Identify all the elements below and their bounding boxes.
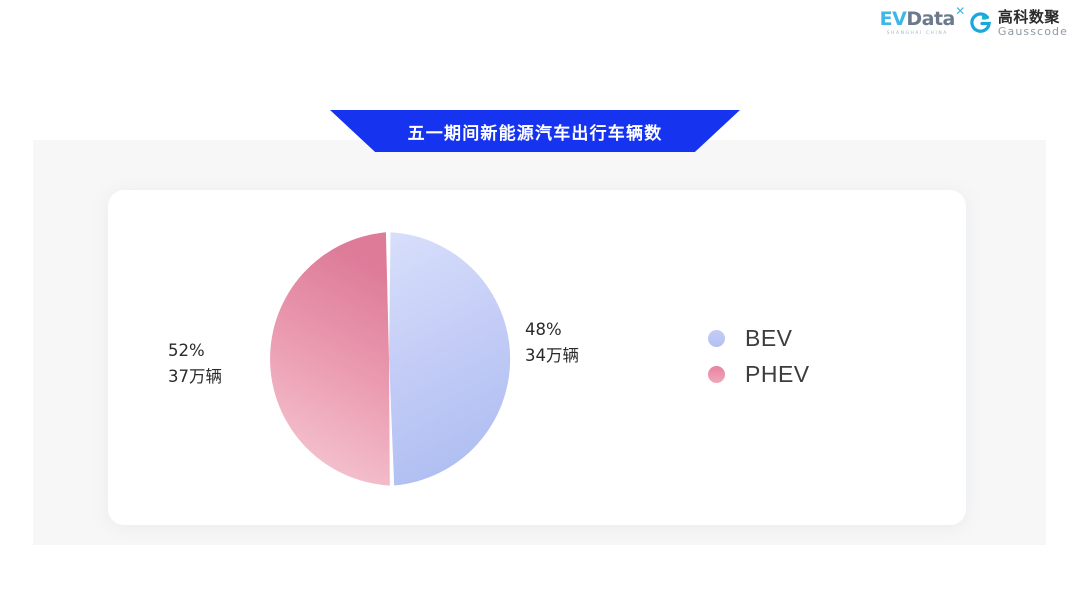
pie-slice-phev — [270, 232, 390, 486]
legend-dot-phev-icon — [708, 366, 725, 383]
legend-item-bev[interactable]: BEV — [708, 325, 810, 352]
evdata-cross-icon: ✕ — [955, 4, 965, 19]
gausscode-cn-name: 高科数聚 — [997, 8, 1060, 26]
evdata-data-text: Data — [906, 8, 955, 31]
legend-label-bev: BEV — [745, 325, 793, 351]
legend-item-phev[interactable]: PHEV — [708, 361, 810, 388]
page-title: 五一期间新能源汽车出行车辆数 — [407, 123, 663, 144]
label-phev-value: 37万辆 — [168, 366, 222, 386]
label-bev-value: 34万辆 — [525, 345, 579, 365]
evdata-tagline: SHANGHAI CHINA — [886, 31, 948, 37]
gausscode-names: 高科数聚 Gausscode — [997, 8, 1068, 38]
gausscode-en-name: Gausscode — [997, 24, 1068, 38]
chart-legend: BEV PHEV — [708, 325, 810, 388]
label-bev-percent: 48% — [525, 320, 562, 339]
title-banner: 五一期间新能源汽车出行车辆数 — [330, 110, 740, 152]
gausscode-logo: 高科数聚 Gausscode — [969, 8, 1068, 38]
gausscode-mark-icon — [969, 12, 992, 35]
label-bev: 48% 34万辆 — [525, 317, 579, 368]
pie-graphic — [261, 231, 517, 487]
evdata-logo: EVData ✕ SHANGHAI CHINA — [879, 5, 966, 37]
pie-slice-bev — [389, 232, 511, 486]
evdata-wordmark: EVData ✕ — [879, 5, 966, 31]
evdata-ev-text: EV — [879, 8, 907, 31]
legend-label-phev: PHEV — [745, 361, 810, 387]
logo-bar: EVData ✕ SHANGHAI CHINA 高科数聚 Gausscode — [879, 5, 1068, 38]
legend-dot-bev-icon — [708, 330, 725, 347]
label-phev: 52% 37万辆 — [168, 338, 222, 389]
chart-card — [108, 190, 966, 525]
label-phev-percent: 52% — [168, 341, 205, 360]
pie-chart: 48% 34万辆 52% 37万辆 BEV PHEV — [33, 140, 1046, 545]
